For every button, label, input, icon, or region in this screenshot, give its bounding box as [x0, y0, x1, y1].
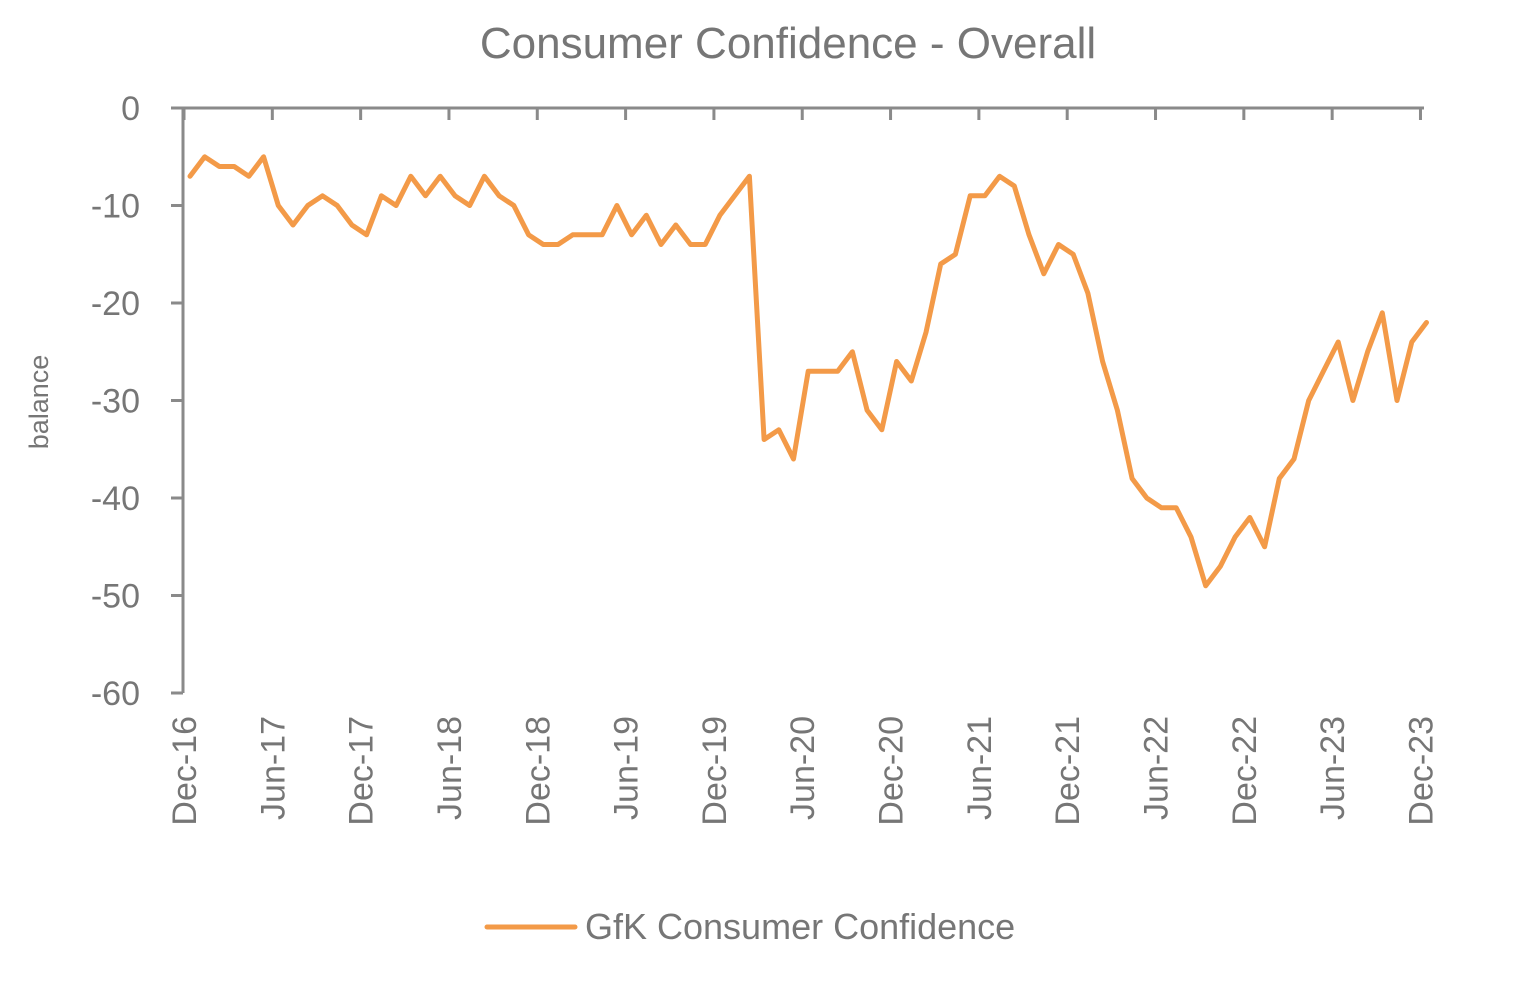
y-tick-label: -60: [91, 675, 140, 713]
y-tick-label: -20: [91, 285, 140, 323]
y-tick-label: -50: [91, 578, 140, 616]
y-tick-label: -40: [91, 480, 140, 518]
legend-label: GfK Consumer Confidence: [585, 906, 1015, 947]
x-tick-label: Dec-23: [1402, 716, 1440, 826]
x-tick-label: Dec-22: [1226, 716, 1264, 826]
x-tick-label: Jun-22: [1138, 716, 1176, 820]
axes: [171, 106, 1424, 695]
x-tick-label: Jun-23: [1314, 716, 1352, 820]
x-tick-label: Jun-18: [431, 716, 469, 820]
x-tick-label: Dec-20: [873, 716, 911, 826]
y-tick-label: -30: [91, 383, 140, 421]
y-tick-labels: 0 -10 -20 -30 -40 -50 -60: [91, 90, 140, 713]
x-tick-label: Dec-19: [696, 716, 734, 826]
series-line-gfk-consumer-confidence: [187, 154, 1429, 589]
x-tick-label: Jun-21: [961, 716, 999, 820]
x-tick-label: Dec-16: [166, 716, 204, 826]
y-axis-label: balance: [24, 355, 54, 450]
y-tick-label: 0: [121, 90, 140, 128]
legend: GfK Consumer Confidence: [484, 906, 1015, 947]
x-tick-label: Dec-21: [1049, 716, 1087, 826]
x-tick-label: Jun-20: [784, 716, 822, 820]
x-tick-labels: Dec-16 Jun-17 Dec-17 Jun-18 Dec-18 Jun-19 Dec-…: [166, 716, 1440, 826]
plot-area: [187, 154, 1429, 589]
x-tick-label: Jun-17: [254, 716, 292, 820]
chart-title: Consumer Confidence - Overall: [480, 19, 1096, 68]
x-tick-label: Jun-19: [608, 716, 646, 820]
x-tick-label: Dec-17: [343, 716, 381, 826]
x-tick-label: Dec-18: [519, 716, 557, 826]
y-tick-label: -10: [91, 188, 140, 226]
